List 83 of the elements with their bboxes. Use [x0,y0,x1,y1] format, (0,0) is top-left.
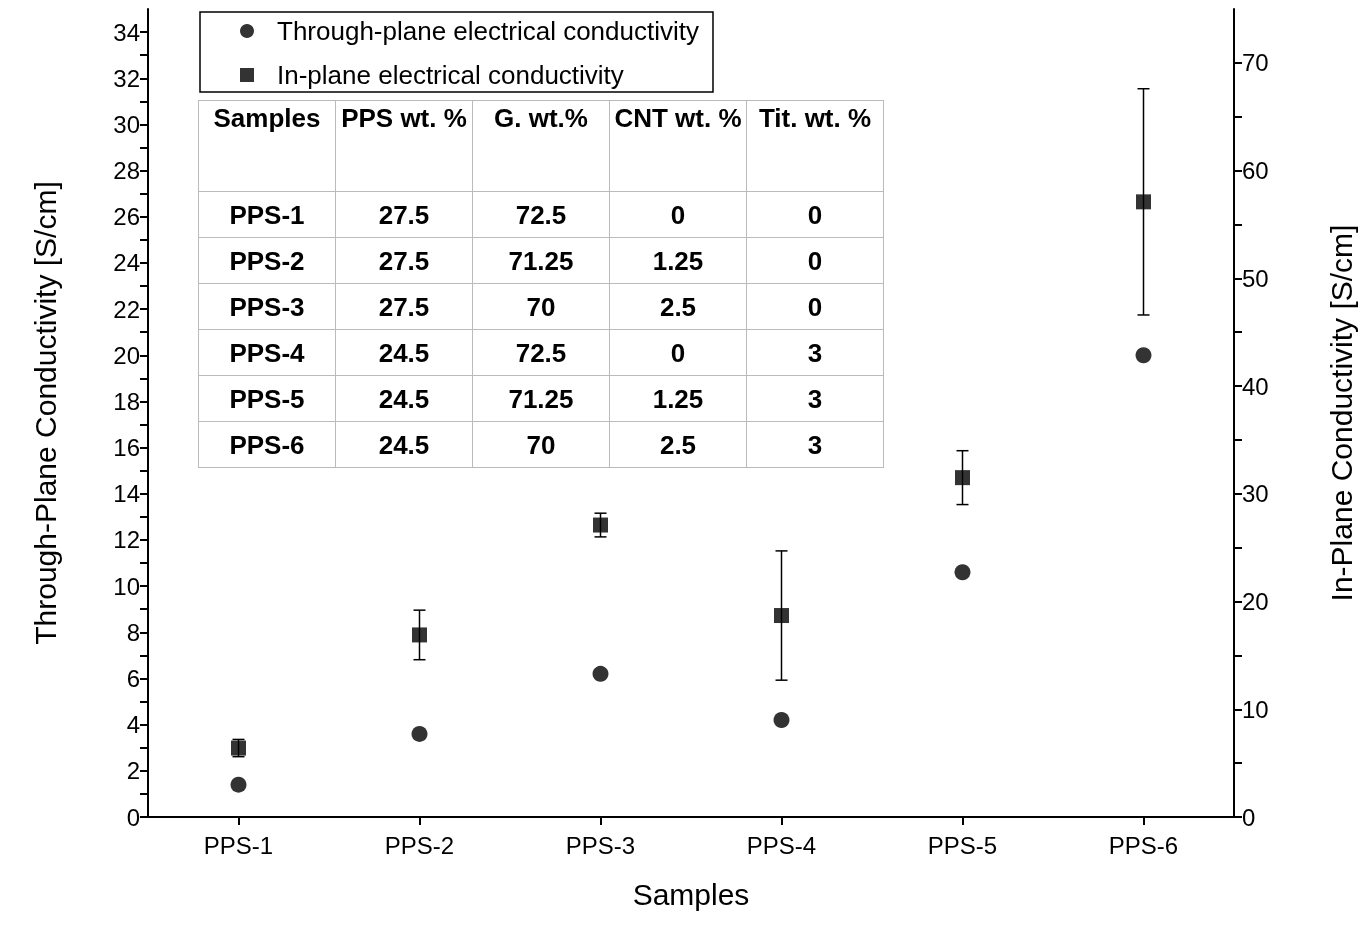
annotation: PPS-2 [198,237,336,284]
point [411,725,428,742]
x-tick-label: PPS-5 [927,831,998,859]
x-tick-label: PPS-4 [746,831,817,859]
legend-label: Through-plane electrical conductivity [277,16,699,46]
point [1136,194,1151,210]
x-tick-label: PPS-3 [565,831,636,859]
y2-tick-label: 0 [1242,803,1256,831]
y-tick-label: 6 [126,664,140,692]
annotation: PPS wt. % [335,100,473,192]
y-tick-label: 30 [113,110,140,138]
annotation: 2.5 [609,283,747,330]
annotation: 0 [746,283,884,330]
annotation: 24.5 [335,329,473,376]
point [230,776,247,793]
point [412,627,427,643]
point [1135,347,1152,364]
y-tick-label: 8 [126,618,140,646]
annotation: PPS-4 [198,329,336,376]
annotation: 3 [746,421,884,468]
x-tick-label: PPS-1 [203,831,274,859]
legend-label: In-plane electrical conductivity [277,60,624,90]
annotation: 1.25 [609,237,747,284]
y-tick-label: 2 [126,757,140,785]
annotation: G. wt.% [472,100,610,192]
y-tick-label: 28 [113,157,140,185]
annotation: PPS-6 [198,421,336,468]
annotation: 72.5 [472,191,610,238]
annotation: 27.5 [335,237,473,284]
point [955,470,970,486]
x-tick-label: PPS-2 [384,831,455,859]
point [773,712,790,729]
annotation: 0 [609,329,747,376]
point [592,665,609,682]
annotation: Samples [198,100,336,192]
annotation: PPS-1 [198,191,336,238]
y-tick-label: 16 [113,434,140,462]
annotation: 27.5 [335,191,473,238]
y-tick-label: 0 [126,803,140,831]
annotation: 1.25 [609,375,747,422]
y-tick-label: 14 [113,480,140,508]
y-tick-label: 32 [113,64,140,92]
annotation: 3 [746,375,884,422]
point [774,608,789,624]
annotation: 70 [472,421,610,468]
annotation: PPS-5 [198,375,336,422]
y2-tick-label: 50 [1242,264,1269,292]
y-tick-label: 20 [113,341,140,369]
annotation: 3 [746,329,884,376]
point [593,517,608,533]
annotation: 27.5 [335,283,473,330]
annotation: 24.5 [335,375,473,422]
y-tick-label: 10 [113,572,140,600]
annotation: 72.5 [472,329,610,376]
y-tick-label: 12 [113,526,140,554]
y2-tick-label: 40 [1242,372,1269,400]
annotation: 71.25 [472,375,610,422]
annotation: 24.5 [335,421,473,468]
y2-tick-label: 70 [1242,49,1269,77]
annotation: 0 [746,191,884,238]
y2-axis-title: In-Plane Conductivity [S/cm] [1324,224,1358,602]
y-tick-label: 22 [113,295,140,323]
y2-tick-label: 10 [1242,695,1269,723]
annotation: 70 [472,283,610,330]
x-tick-label: PPS-6 [1108,831,1179,859]
annotation: 71.25 [472,237,610,284]
y-tick-label: 26 [113,203,140,231]
y-tick-label: 18 [113,387,140,415]
annotation: CNT wt. % [609,100,747,192]
x-axis-title: Samples [632,877,750,911]
point [954,564,971,581]
annotation: 0 [609,191,747,238]
annotation: 0 [746,237,884,284]
y2-tick-label: 30 [1242,480,1269,508]
y2-tick-label: 60 [1242,157,1269,185]
annotation: 2.5 [609,421,747,468]
y-tick-label: 4 [126,711,140,739]
y-axis-title: Through-Plane Conductivity [S/cm] [28,181,62,645]
y-tick-label: 24 [113,249,140,277]
annotation: PPS-3 [198,283,336,330]
y-tick-label: 34 [113,18,140,46]
annotation: Tit. wt. % [746,100,884,192]
y2-tick-label: 20 [1242,588,1269,616]
